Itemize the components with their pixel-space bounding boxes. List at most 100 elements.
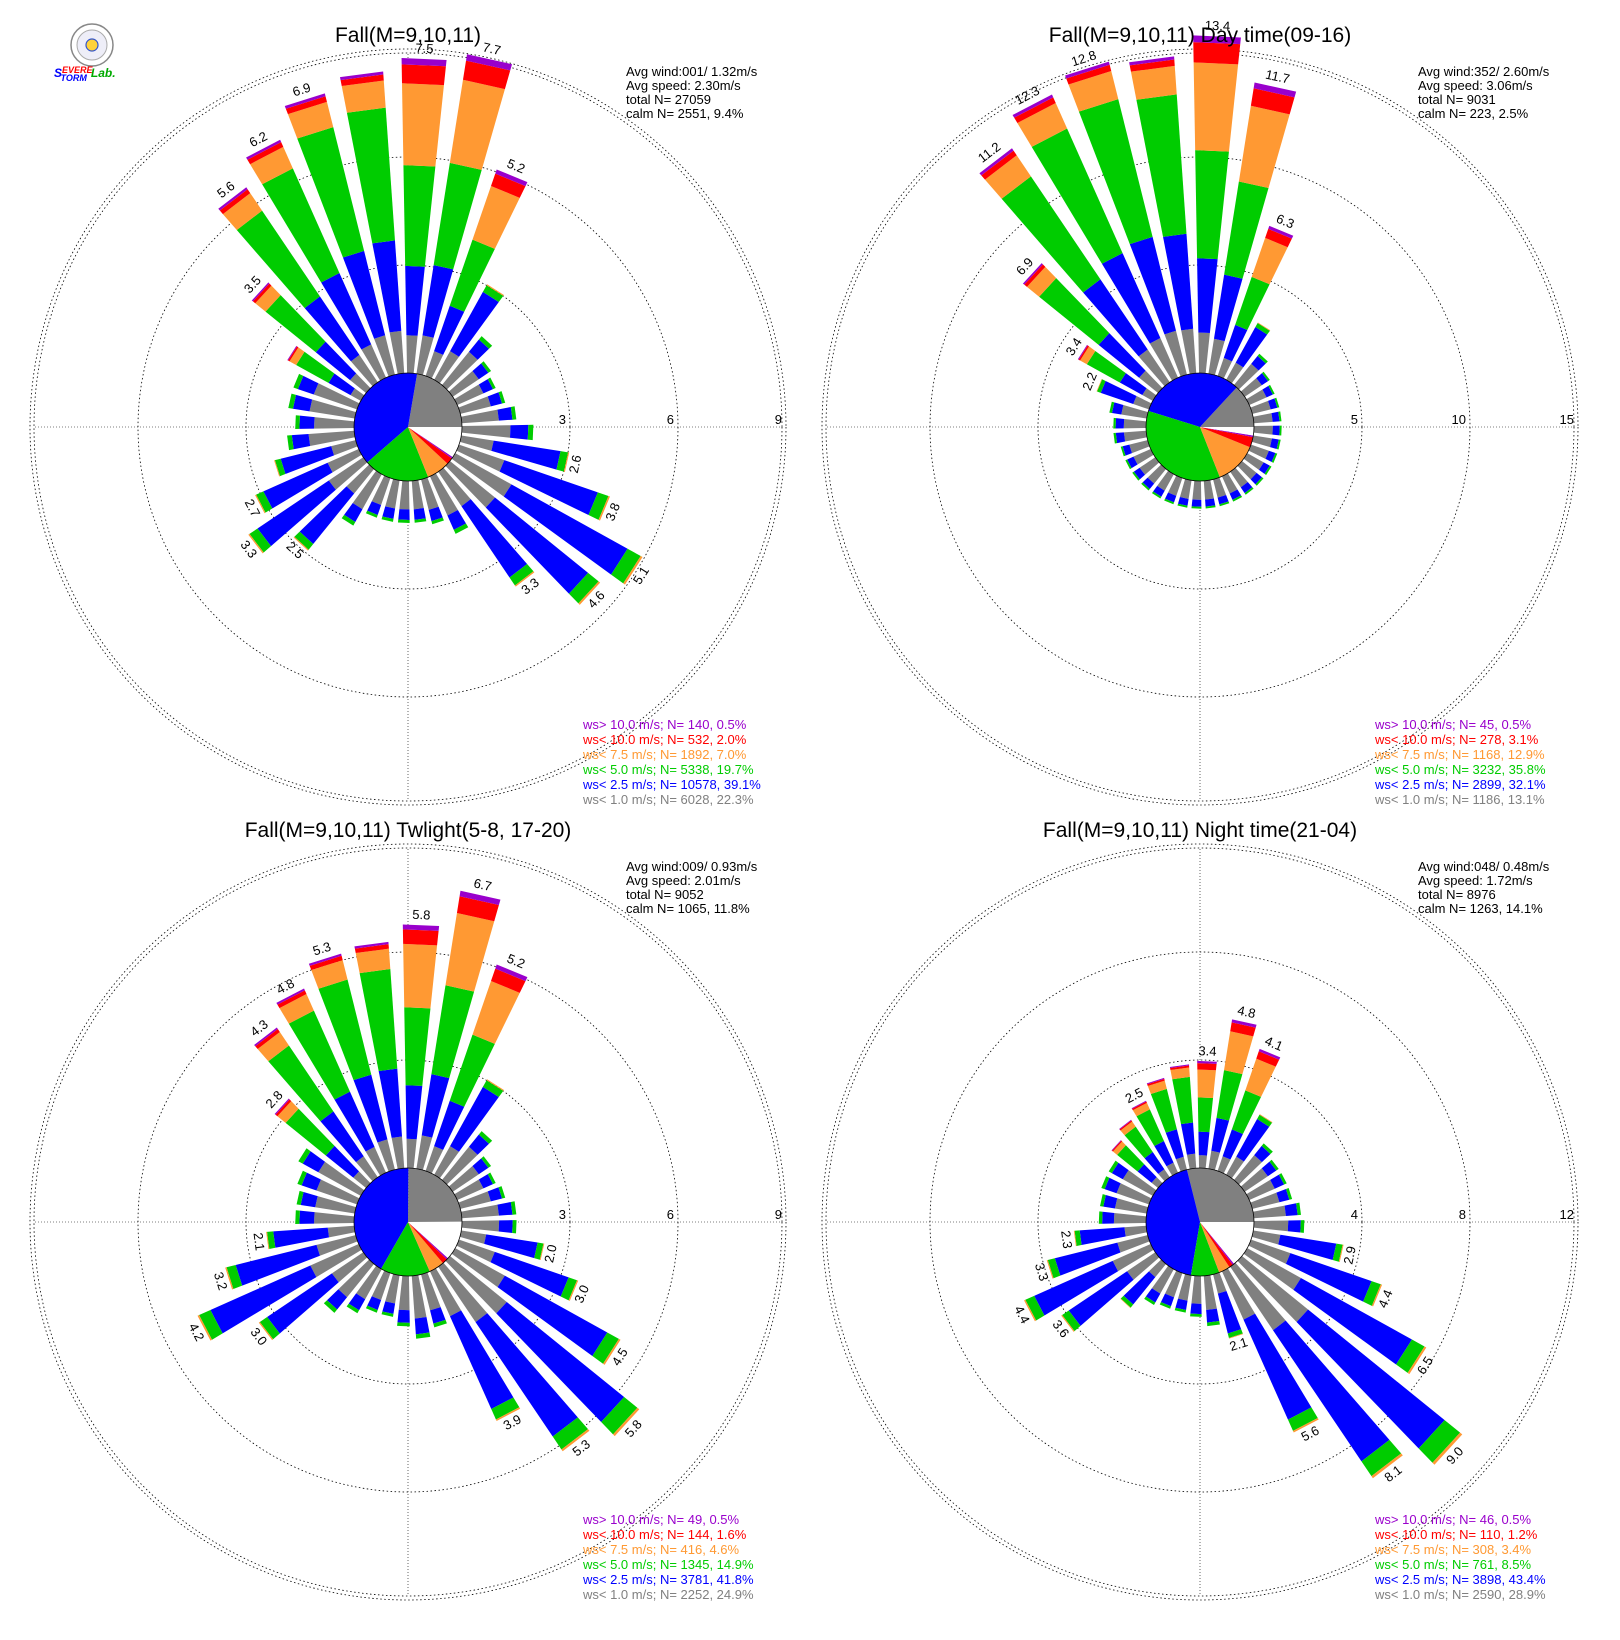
pie-slice-2	[1190, 1222, 1220, 1277]
bar-segment-31-1	[1137, 1164, 1157, 1183]
direction-bar-7	[1250, 1187, 1293, 1209]
direction-bar-30	[298, 1148, 365, 1196]
bar-segment-31-5	[251, 282, 270, 302]
bar-segment-2-0	[425, 351, 444, 379]
bar-segment-8-0	[1253, 1205, 1286, 1219]
bar-segment-1-2	[431, 985, 475, 1079]
direction-bar-27	[1098, 1211, 1147, 1224]
bar-segment-14-0	[1230, 1262, 1286, 1331]
direction-bar-24: 4.2	[186, 1243, 362, 1344]
bar-segment-9-2	[1279, 425, 1282, 436]
bar-segment-0-3	[1197, 1069, 1216, 1098]
bar-segment-2-2	[449, 1034, 495, 1107]
bar-segment-17-0	[1203, 480, 1214, 500]
direction-bar-26: 2.3	[1058, 1225, 1147, 1249]
direction-bar-0: 3.4	[1197, 1043, 1217, 1169]
direction-bar-2: 5.2	[425, 951, 528, 1174]
bar-segment-33-5	[1131, 1100, 1147, 1109]
legend-entry-6: ws< 1.0 m/s; N= 1186, 13.1%	[1374, 792, 1545, 807]
direction-bar-28	[1099, 1194, 1149, 1214]
bar-label-34: 6.9	[291, 80, 313, 100]
bar-segment-9-1	[1272, 425, 1280, 436]
ring-label-2: 10	[1452, 412, 1466, 427]
bar-segment-15-0	[429, 1268, 462, 1317]
bar-label-24: 4.4	[1011, 1303, 1033, 1326]
bar-segment-10-2	[556, 451, 569, 472]
bar-segment-34-4	[1147, 1078, 1165, 1087]
bar-segment-8-1	[497, 407, 513, 421]
legend-entry-6: ws< 1.0 m/s; N= 6028, 22.3%	[582, 792, 754, 807]
bar-segment-0-4	[401, 64, 446, 86]
bar-segment-18-2	[397, 1322, 410, 1327]
bar-segment-9-2	[527, 424, 534, 441]
bar-segment-35-3	[1170, 1067, 1190, 1080]
bar-segment-35-0	[1181, 328, 1197, 374]
bar-label-11: 3.8	[602, 501, 623, 523]
bar-segment-35-0	[391, 1136, 405, 1169]
bar-segment-11-2	[560, 1277, 578, 1301]
bar-segment-10-0	[1251, 435, 1272, 448]
direction-bar-22	[1120, 1259, 1167, 1309]
direction-bar-17	[1203, 480, 1216, 509]
bar-segment-34-1	[342, 250, 386, 339]
bar-segment-35-3	[341, 80, 386, 113]
bar-segment-28-1	[1103, 1195, 1118, 1209]
ring-label-3: 9	[775, 1207, 782, 1222]
bar-segment-31-1	[315, 341, 357, 381]
bar-segment-2-0	[425, 1146, 444, 1174]
bar-segment-0-0	[406, 335, 418, 374]
bar-segment-7-0	[1250, 400, 1271, 414]
bar-segment-26-3	[1073, 1230, 1077, 1247]
bar-segment-34-0	[1164, 330, 1187, 377]
bar-segment-33-2	[1031, 128, 1123, 264]
direction-bar-29: 2.2	[1079, 370, 1152, 410]
bar-segment-11-1	[499, 460, 598, 516]
bar-segment-12-1	[497, 1275, 608, 1356]
direction-bar-12	[1243, 453, 1272, 476]
bar-segment-5-0	[1240, 378, 1262, 397]
bar-segment-32-4	[1119, 1120, 1133, 1131]
bar-segment-6-1	[1262, 385, 1273, 398]
bar-segment-4-1	[1254, 1145, 1271, 1163]
bar-segment-14-1	[1272, 1320, 1390, 1462]
bar-segment-4-1	[1251, 355, 1266, 371]
bar-segment-22-0	[1148, 1259, 1167, 1278]
stat-line-3: total N= 9052	[626, 887, 704, 902]
bar-segment-27-2	[295, 415, 300, 429]
bar-segment-23-1	[267, 1273, 339, 1334]
bar-segment-20-1	[1160, 1293, 1175, 1307]
bar-segment-7-2	[498, 1186, 506, 1199]
bar-segment-25-1	[235, 1244, 320, 1286]
direction-bar-15: 3.9	[429, 1268, 524, 1433]
bar-segment-33-1	[334, 1091, 375, 1152]
ring-label-3: 9	[775, 412, 782, 427]
direction-bar-34: 12.8	[1065, 47, 1187, 377]
bar-segment-30-0	[1142, 388, 1157, 401]
direction-bar-23: 3.0	[247, 1252, 368, 1348]
bar-segment-26-0	[1123, 430, 1147, 442]
bar-segment-1-2	[433, 162, 482, 270]
bar-segment-35-0	[389, 330, 405, 374]
bar-segment-29-0	[313, 383, 360, 410]
bar-segment-0-1	[1197, 258, 1218, 333]
bar-segment-32-1	[1083, 279, 1148, 357]
pie-slice-4	[408, 1222, 447, 1264]
bar-segment-1-5	[459, 890, 501, 906]
direction-bar-24: 4.4	[1011, 1243, 1154, 1326]
bar-segment-30-4	[288, 346, 299, 362]
bar-segment-10-0	[459, 435, 494, 451]
bar-segment-25-2	[226, 1264, 243, 1290]
bar-segment-17-2	[1205, 505, 1216, 509]
bar-segment-15-2	[491, 1397, 520, 1420]
bar-segment-16-3	[1228, 1333, 1244, 1339]
legend-entry-4: ws< 5.0 m/s; N= 5338, 19.7%	[582, 762, 754, 777]
bar-segment-35-4	[1170, 1065, 1190, 1071]
bar-segment-11-0	[1248, 1239, 1291, 1264]
bar-segment-3-0	[1226, 1156, 1244, 1179]
bar-segment-0-1	[405, 265, 425, 336]
pie-slice-3	[1200, 1222, 1230, 1273]
legend-entry-5: ws< 2.5 m/s; N= 3898, 43.4%	[1374, 1572, 1546, 1587]
bar-segment-32-1	[320, 1111, 364, 1163]
legend-entry-5: ws< 2.5 m/s; N= 3781, 41.8%	[582, 1572, 754, 1587]
direction-bar-21	[1144, 1265, 1174, 1306]
